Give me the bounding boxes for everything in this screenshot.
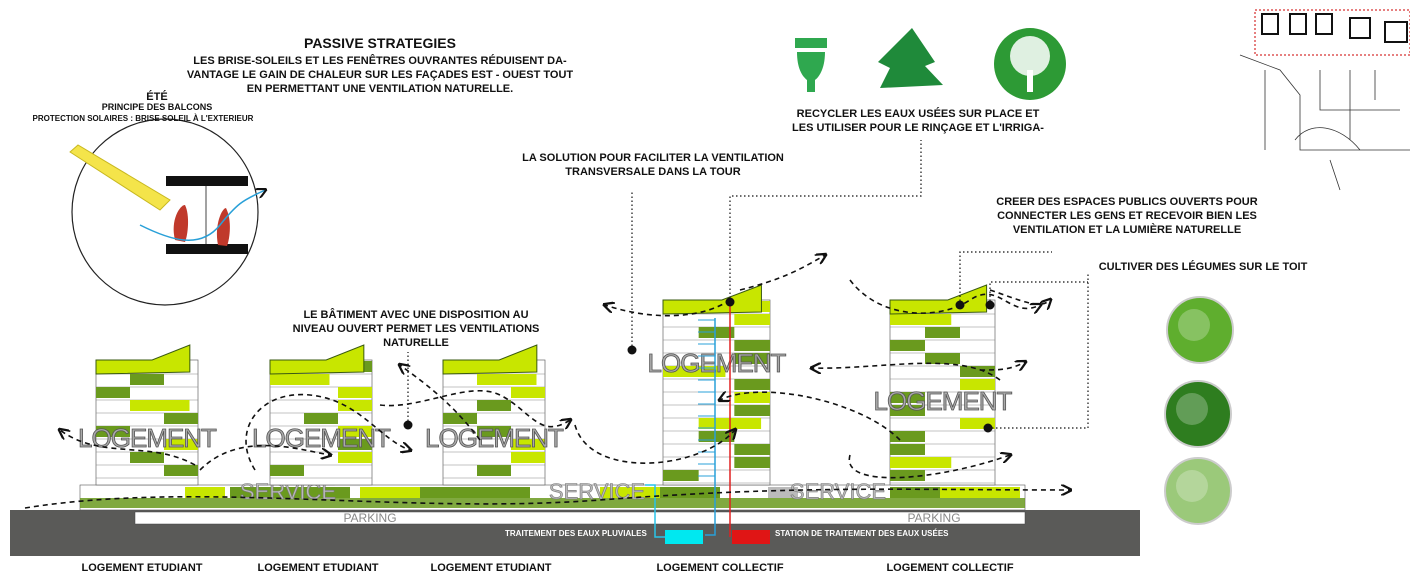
- text-line: LE BÂTIMENT AVEC UNE DISPOSITION AU: [303, 308, 528, 321]
- balcony-panel: [890, 314, 951, 325]
- slab: [166, 244, 248, 254]
- text-line: LES BRISE-SOLEILS ET LES FENÊTRES OUVRAN…: [193, 54, 567, 67]
- waste-tank: [732, 530, 770, 544]
- text-line: NIVEAU OUVERT PERMET LES VENTILATIONS: [293, 323, 540, 335]
- detail-circle: [72, 119, 258, 305]
- balcony-panel: [890, 340, 925, 351]
- rain-tank: [665, 530, 703, 544]
- balcony-panel: [734, 379, 770, 390]
- airflow-arrow: [740, 255, 825, 290]
- parking-label: PARKING: [907, 511, 960, 525]
- toilet-icon: [797, 52, 825, 92]
- podium-panel: [420, 487, 530, 498]
- balcony-panel: [960, 366, 995, 377]
- recycle-icon: [878, 28, 943, 88]
- site-block: [1290, 14, 1306, 34]
- text-line: CULTIVER DES LÉGUMES SUR LE TOIT: [1099, 260, 1308, 273]
- green-roof: [890, 285, 987, 314]
- site-block: [1350, 18, 1370, 38]
- building-type: LOGEMENT ETUDIANT: [82, 562, 203, 574]
- tree-trunk: [1027, 70, 1033, 92]
- balcony-panel: [890, 457, 951, 468]
- balcony-panel: [890, 444, 925, 455]
- label: PRINCIPE DES BALCONS: [102, 102, 213, 112]
- building-label: LOGEMENT: [78, 423, 217, 453]
- building-label: LOGEMENT: [874, 386, 1013, 416]
- green-roof: [270, 345, 364, 374]
- text-line: EN PERMETTANT UNE VENTILATION NATURELLE.: [247, 83, 513, 95]
- building-type: LOGEMENT COLLECTIF: [656, 562, 783, 574]
- podium-panel: [360, 487, 420, 498]
- title: PASSIVE STRATEGIES: [304, 35, 456, 51]
- site-block: [1262, 14, 1278, 34]
- label: TRAITEMENT DES EAUX PLUVIALES: [505, 529, 647, 538]
- building-type: LOGEMENT COLLECTIF: [886, 562, 1013, 574]
- balcony-panel: [130, 400, 190, 411]
- label: PROTECTION SOLAIRES : BRISE SOLEIL À L'E…: [33, 114, 254, 123]
- text-line: CREER DES ESPACES PUBLICS OUVERTS POUR: [996, 196, 1257, 208]
- balcony-panel: [734, 457, 770, 468]
- text-line: VENTILATION ET LA LUMIÈRE NATURELLE: [1013, 223, 1241, 236]
- building-label: LOGEMENT: [425, 423, 564, 453]
- balcony-panel: [734, 444, 770, 455]
- vegetable-detail: [1178, 309, 1210, 341]
- leader-dot: [986, 301, 995, 310]
- text-line: LES UTILISER POUR LE RINÇAGE ET L'IRRIGA…: [792, 122, 1044, 134]
- building-label: LOGEMENT: [648, 348, 787, 378]
- toilet-icon: [795, 38, 827, 48]
- leader-dot: [984, 424, 993, 433]
- vegetable-detail: [1176, 393, 1208, 425]
- parking-label: PARKING: [343, 511, 396, 525]
- balcony-panel: [270, 374, 330, 385]
- green-roof: [96, 345, 190, 374]
- balcony-panel: [477, 465, 511, 476]
- site-plan: [1240, 55, 1410, 190]
- leader-line: [730, 140, 921, 302]
- text-line: TRANSVERSALE DANS LA TOUR: [565, 166, 740, 178]
- service-label: SERVICE: [790, 479, 886, 504]
- balcony-panel: [130, 374, 164, 385]
- leader-dot: [956, 301, 965, 310]
- balcony-panel: [164, 465, 198, 476]
- green-roof: [443, 345, 537, 374]
- balcony-panel: [511, 452, 545, 463]
- balcony-panel: [477, 400, 511, 411]
- balcony-panel: [338, 400, 372, 411]
- service-label: SERVICE: [549, 479, 645, 504]
- text-line: RECYCLER LES EAUX USÉES SUR PLACE ET: [797, 107, 1040, 120]
- building-type: LOGEMENT ETUDIANT: [431, 562, 552, 574]
- balcony-panel: [925, 353, 960, 364]
- building-type: LOGEMENT ETUDIANT: [258, 562, 379, 574]
- text-line: NATURELLE: [383, 337, 449, 349]
- diagram: SERVICESERVICESERVICEPARKINGPARKINGLOGEM…: [0, 0, 1410, 576]
- site-block: [1385, 22, 1407, 42]
- text-line: LA SOLUTION POUR FACILITER LA VENTILATIO…: [522, 152, 784, 164]
- balcony-panel: [663, 470, 699, 481]
- balcony-panel: [477, 374, 537, 385]
- text-line: VANTAGE LE GAIN DE CHALEUR SUR LES FAÇAD…: [187, 69, 574, 81]
- balcony-panel: [734, 314, 770, 325]
- label: STATION DE TRAITEMENT DES EAUX USÉES: [775, 529, 949, 538]
- slab: [166, 176, 248, 186]
- balcony-panel: [925, 327, 960, 338]
- leader-dot: [726, 298, 735, 307]
- balcony-panel: [338, 452, 372, 463]
- vegetable-detail: [1176, 470, 1208, 502]
- leader-line: [990, 282, 1088, 305]
- text-line: CONNECTER LES GENS ET RECEVOIR BIEN LES: [997, 210, 1257, 222]
- balcony-panel: [734, 405, 770, 416]
- parking-strip: [135, 512, 1025, 524]
- site-block: [1316, 14, 1332, 34]
- balcony-panel: [270, 465, 304, 476]
- building-label: LOGEMENT: [252, 423, 391, 453]
- balcony-panel: [338, 387, 372, 398]
- balcony-panel: [890, 431, 925, 442]
- balcony-panel: [96, 387, 130, 398]
- leader-dot: [404, 421, 413, 430]
- balcony-panel: [511, 387, 545, 398]
- leader-dot: [628, 346, 637, 355]
